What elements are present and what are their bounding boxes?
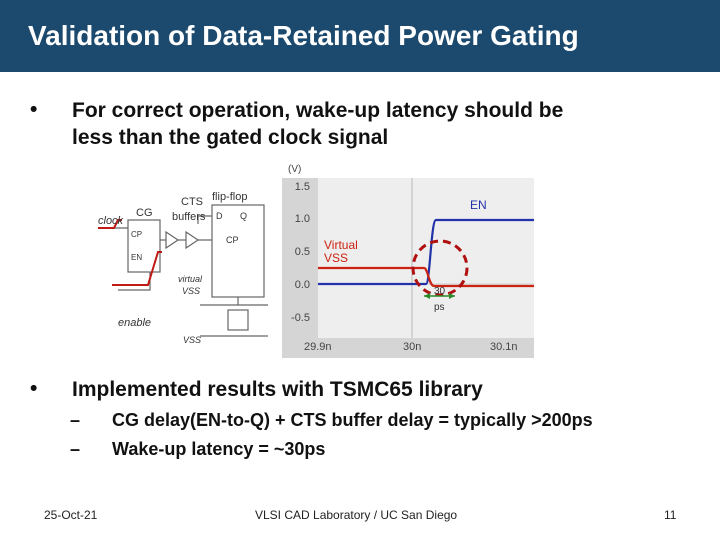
bullet-1-line-1: For correct operation, wake-up latency s… xyxy=(72,99,564,122)
flipflop-label: flip-flop xyxy=(212,191,247,203)
waveform-area xyxy=(318,178,534,338)
cg-label: CG xyxy=(136,207,153,219)
y-tick-1: 1.5 xyxy=(295,181,310,193)
latency-arrow-right-head xyxy=(449,293,455,299)
ff-cp-label: CP xyxy=(226,235,239,245)
footer-page-number: 11 xyxy=(664,508,677,522)
cts-label: CTS xyxy=(181,196,203,208)
cg-cp-label: CP xyxy=(131,230,142,239)
d-wire xyxy=(197,215,212,224)
ff-q-label: Q xyxy=(240,211,247,221)
sub-bullet-marker: – xyxy=(70,410,81,430)
virtual-vss-series-label-2: VSS xyxy=(324,251,348,265)
clock-signal-trace xyxy=(98,219,122,229)
en-series-label: EN xyxy=(470,198,487,212)
vss-bottom-label: VSS xyxy=(183,335,201,345)
virtual-vss-label: VSS xyxy=(182,286,200,296)
y-tick-4: 0.0 xyxy=(295,279,310,291)
bullet-marker: • xyxy=(30,377,38,400)
sleep-transistor xyxy=(227,309,249,331)
cg-en-label: EN xyxy=(131,253,142,262)
x-tick-2: 30n xyxy=(403,341,421,353)
y-tick-5: -0.5 xyxy=(291,312,310,324)
en-waveform xyxy=(318,218,534,286)
cg-box xyxy=(127,219,161,273)
waveform-plot: (V) 1.5 1.0 0.5 0.0 -0.5 29.9n 30n 30.1n… xyxy=(282,164,534,358)
cts-buffer-2 xyxy=(185,230,200,250)
title-bar: Validation of Data-Retained Power Gating xyxy=(0,0,720,72)
virtual-vss-series-label-1: Virtual xyxy=(324,238,358,252)
latency-value-label: 30 xyxy=(434,286,446,297)
x-tick-1: 29.9n xyxy=(304,341,332,353)
ff-d-label: D xyxy=(216,211,223,221)
latency-highlight-circle xyxy=(411,239,469,297)
sub-bullet-1-text: CG delay(EN-to-Q) + CTS buffer delay = t… xyxy=(112,410,593,430)
enable-wire xyxy=(118,272,151,291)
x-tick-3: 30.1n xyxy=(490,341,518,353)
latency-unit-label: ps xyxy=(434,302,445,313)
bullet-marker: • xyxy=(30,98,38,121)
clock-label: clock xyxy=(98,215,124,227)
sub-bullet-marker: – xyxy=(70,439,81,459)
cts-buffer-1 xyxy=(165,230,180,250)
virtual-vss-waveform xyxy=(318,266,534,288)
enable-signal-trace xyxy=(112,251,162,286)
bullet-2-line-1: Implemented results with TSMC65 library xyxy=(72,378,483,401)
sub-bullet-2-text: Wake-up latency = ~30ps xyxy=(112,439,326,459)
latency-arrow-left-head xyxy=(424,293,430,299)
unit-label: (V) xyxy=(288,164,301,175)
y-tick-3: 0.5 xyxy=(295,246,310,258)
bullet-1-line-2: less than the gated clock signal xyxy=(72,126,389,149)
footer-center: VLSI CAD Laboratory / UC San Diego xyxy=(255,508,458,522)
footer-date: 25-Oct-21 xyxy=(44,508,98,522)
virtual-label: virtual xyxy=(178,274,203,284)
slide-title: Validation of Data-Retained Power Gating xyxy=(28,20,579,51)
enable-label: enable xyxy=(118,317,151,329)
buffers-label: buffers xyxy=(172,211,206,223)
y-tick-2: 1.0 xyxy=(295,213,310,225)
